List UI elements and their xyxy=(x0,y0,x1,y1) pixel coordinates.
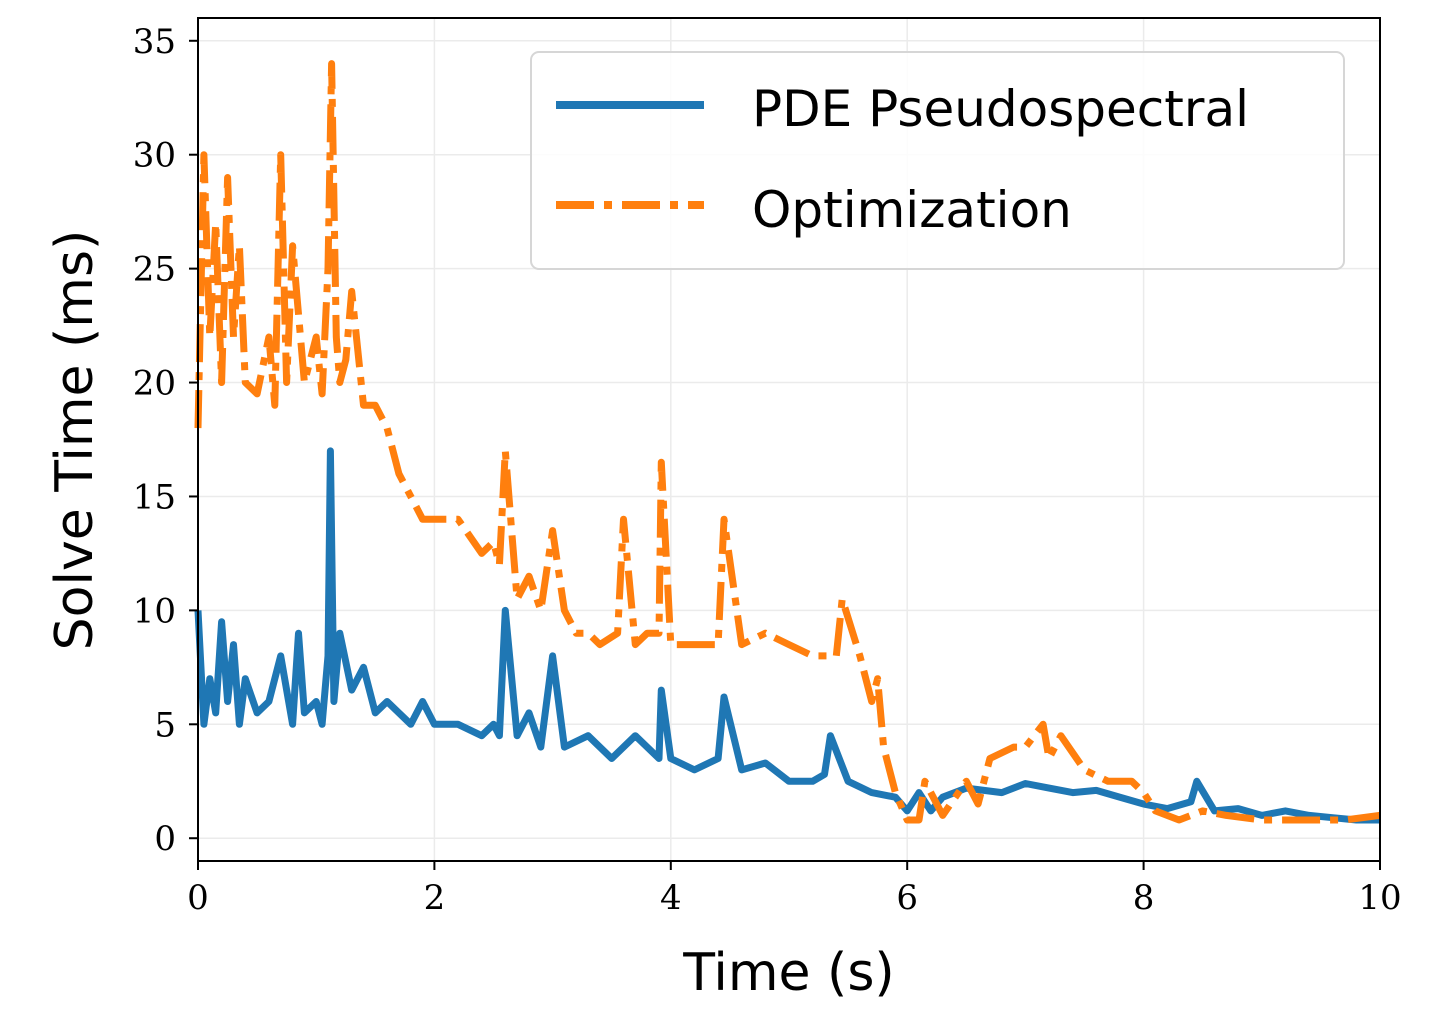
series-line-pde-pseudospectral xyxy=(194,447,1380,824)
legend-label-optimization: Optimization xyxy=(752,181,1072,239)
y-tick-label-7: 35 xyxy=(133,22,176,62)
y-tick-label-6: 30 xyxy=(133,136,176,176)
y-tick-label-1: 5 xyxy=(154,705,176,745)
x-axis-ticks: 0 2 4 6 8 10 xyxy=(187,861,1402,918)
y-tick-label-3: 15 xyxy=(133,477,176,517)
y-tick-label-5: 25 xyxy=(133,250,176,290)
y-axis-ticks: 0 5 10 15 20 25 30 35 xyxy=(133,22,198,859)
x-axis-label: Time (s) xyxy=(682,943,894,1003)
axes-frame xyxy=(197,17,1381,862)
legend: PDE Pseudospectral Optimization xyxy=(530,51,1345,270)
y-tick-label-2: 10 xyxy=(133,591,176,631)
series-group xyxy=(194,60,1381,824)
legend-label-pde: PDE Pseudospectral xyxy=(752,80,1249,138)
legend-box xyxy=(530,51,1345,270)
x-tick-label-2: 4 xyxy=(660,878,682,918)
series-line-optimization xyxy=(194,60,1381,824)
y-tick-label-0: 0 xyxy=(154,819,176,859)
y-tick-label-4: 20 xyxy=(133,364,176,404)
y-axis-label: Solve Time (ms) xyxy=(45,230,105,651)
x-tick-label-5: 10 xyxy=(1358,878,1401,918)
x-tick-label-3: 6 xyxy=(896,878,918,918)
x-tick-label-0: 0 xyxy=(187,878,209,918)
x-tick-label-4: 8 xyxy=(1133,878,1155,918)
x-tick-label-1: 2 xyxy=(424,878,446,918)
